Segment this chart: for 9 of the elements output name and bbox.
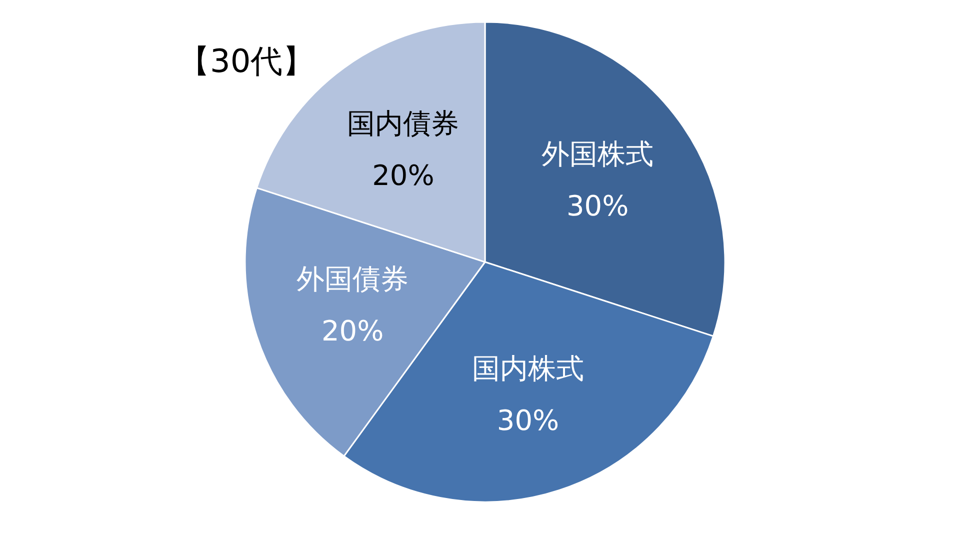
slice-label: 国内株式 <box>472 352 584 385</box>
slice-label: 外国債券 <box>296 262 409 296</box>
data-label: 30% <box>496 404 560 437</box>
slice-label: 外国株式 <box>542 138 654 171</box>
text: 【30代】 <box>178 42 315 80</box>
data-label: 20% <box>321 314 384 348</box>
slice-label: 国内債券 <box>347 106 460 140</box>
data-label: 30% <box>566 190 629 223</box>
data-label: 20% <box>372 158 434 192</box>
